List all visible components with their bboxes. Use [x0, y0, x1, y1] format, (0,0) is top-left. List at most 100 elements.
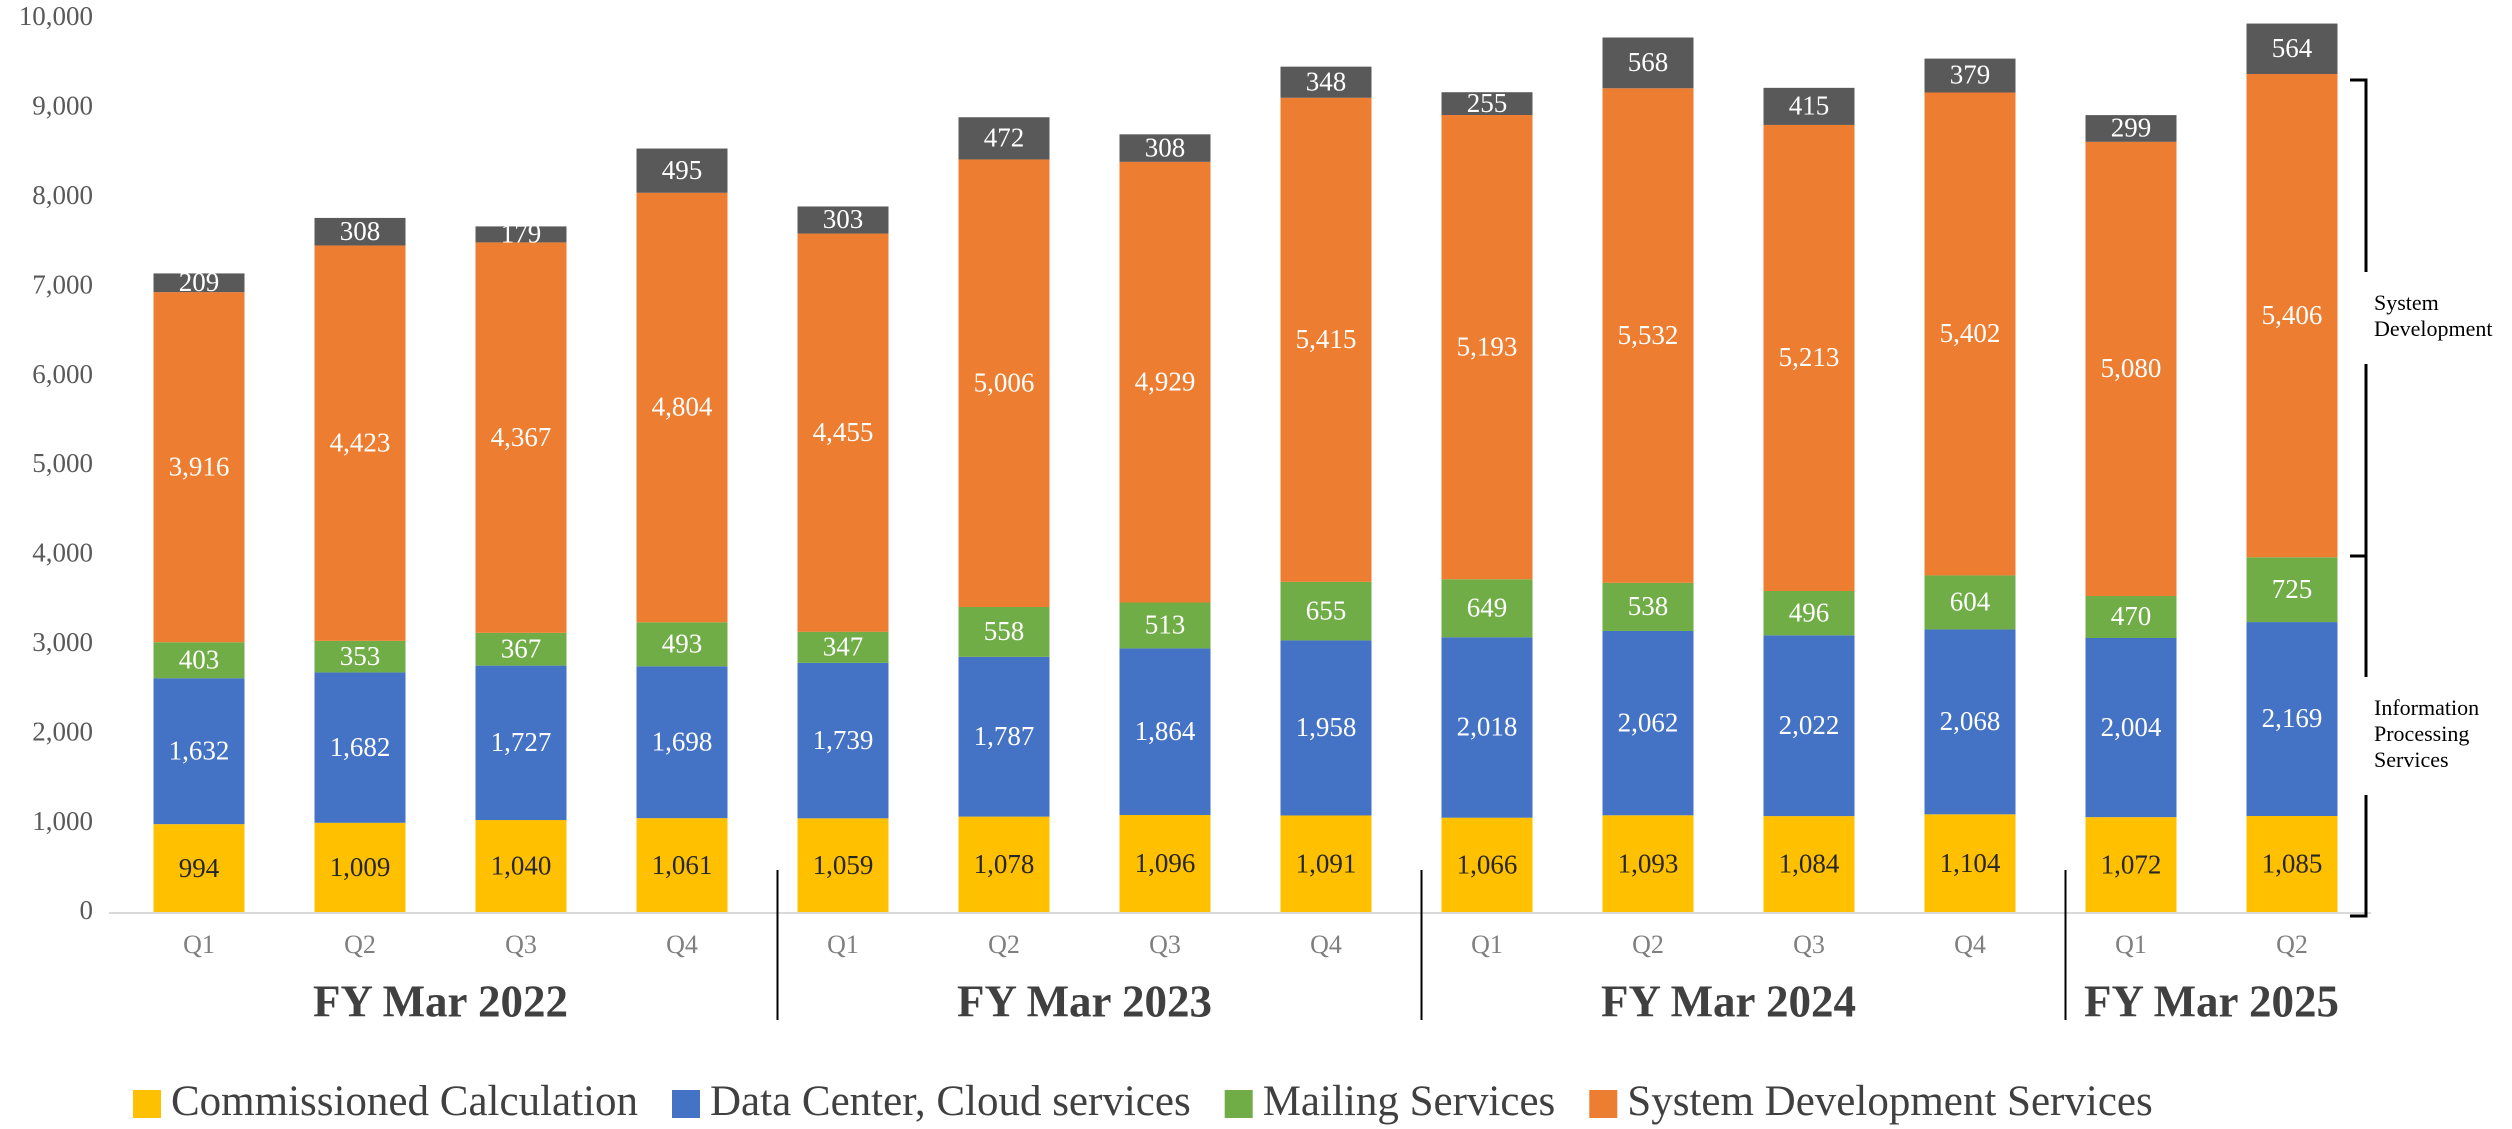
data-label: 1,085 — [2262, 849, 2323, 879]
data-label: 1,061 — [652, 850, 713, 880]
data-label: 2,169 — [2262, 703, 2323, 733]
x-tick-label: Q1 — [183, 930, 215, 959]
bar-segment — [475, 226, 567, 243]
bar-segment — [314, 822, 406, 913]
data-label: 1,040 — [491, 851, 552, 881]
bar-segment — [636, 818, 728, 913]
legend-marker — [1589, 1090, 1618, 1118]
x-tick-label: Q1 — [2115, 930, 2147, 959]
data-label: 5,006 — [974, 367, 1035, 397]
data-label: 403 — [179, 644, 220, 674]
bar-segment — [475, 242, 567, 633]
bar-segment — [797, 818, 889, 913]
data-label: 353 — [340, 641, 381, 671]
bar-segment — [2246, 23, 2338, 74]
x-tick-label: Q1 — [827, 930, 859, 959]
data-label: 308 — [1145, 132, 1186, 162]
x-tick-label: Q2 — [988, 930, 1020, 959]
y-tick-label: 2,000 — [32, 716, 93, 746]
bar-segment — [1280, 581, 1372, 641]
bar-segment — [1763, 590, 1855, 636]
bar-segment — [1602, 37, 1694, 89]
bar-segment — [1924, 575, 2016, 630]
data-label: 558 — [984, 616, 1025, 646]
bar-segment — [958, 606, 1050, 657]
bar-segment — [314, 640, 406, 673]
annotation: Development — [2374, 316, 2493, 341]
x-tick-label: Q2 — [1632, 930, 1664, 959]
bar-segment — [475, 820, 567, 913]
annotation: System — [2374, 290, 2439, 315]
bar-segment — [153, 642, 245, 679]
group-label: FY Mar 2025 — [2084, 976, 2339, 1026]
bar-segment — [1119, 134, 1211, 162]
bracket — [2350, 78, 2368, 558]
data-label: 2,004 — [2101, 712, 2162, 742]
bar-segment — [1441, 579, 1533, 638]
data-label: 299 — [2111, 113, 2152, 143]
bar-segment — [958, 117, 1050, 160]
data-label: 1,078 — [974, 849, 1035, 879]
bar-segment — [1602, 630, 1694, 816]
data-label: 495 — [662, 155, 703, 185]
bar-segment — [1763, 124, 1855, 591]
data-label: 568 — [1628, 47, 1669, 77]
bar-segment — [2085, 638, 2177, 818]
data-label: 538 — [1628, 591, 1669, 621]
legend-label: Mailing Services — [1263, 1078, 1556, 1125]
x-tick-label: Q2 — [2276, 930, 2308, 959]
bar-segment — [1280, 640, 1372, 816]
bar-segment — [1441, 637, 1533, 818]
data-label: 1,632 — [169, 735, 230, 765]
bar-segment — [2085, 817, 2177, 913]
data-label: 1,864 — [1135, 716, 1196, 746]
legend-marker — [1224, 1090, 1253, 1118]
data-label: 725 — [2272, 574, 2313, 604]
data-label: 308 — [340, 216, 381, 246]
x-tick-label: Q1 — [1471, 930, 1503, 959]
bar-segment — [1763, 816, 1855, 913]
legend-label: Data Center, Cloud services — [710, 1078, 1191, 1125]
bar-segment — [1602, 88, 1694, 583]
data-label: 1,059 — [813, 850, 874, 880]
x-tick-label: Q4 — [666, 930, 698, 959]
bar-segment — [797, 631, 889, 663]
data-label: 493 — [662, 629, 703, 659]
legend-marker — [133, 1090, 161, 1118]
data-label: 496 — [1789, 597, 1830, 627]
bar-segment — [153, 824, 245, 913]
data-label: 994 — [179, 853, 220, 883]
bar-segment — [636, 666, 728, 819]
data-label: 4,367 — [491, 422, 552, 452]
data-label: 1,072 — [2101, 849, 2162, 879]
data-label: 415 — [1789, 91, 1830, 121]
bar-segment — [958, 816, 1050, 913]
data-label: 4,804 — [652, 392, 713, 422]
bar-segment — [314, 245, 406, 641]
data-label: 4,929 — [1135, 366, 1196, 396]
y-tick-label: 8,000 — [32, 180, 93, 210]
data-label: 5,415 — [1296, 324, 1357, 354]
bar-segment — [958, 159, 1050, 607]
data-label: 255 — [1467, 88, 1508, 118]
data-label: 5,532 — [1618, 320, 1679, 350]
bar-segment — [2085, 595, 2177, 639]
data-label: 1,698 — [652, 726, 713, 756]
group-label: FY Mar 2023 — [957, 976, 1212, 1026]
bar-segment — [1280, 815, 1372, 913]
annotation: Information — [2374, 695, 2479, 720]
data-label: 1,096 — [1135, 848, 1196, 878]
y-tick-label: 5,000 — [32, 448, 93, 478]
x-tick-label: Q4 — [1310, 930, 1342, 959]
bar-segment — [1763, 635, 1855, 817]
bar-segment — [2246, 73, 2338, 558]
y-tick-label: 3,000 — [32, 627, 93, 657]
bar-segment — [1924, 92, 2016, 576]
bar-segment — [1924, 814, 2016, 913]
data-label: 5,213 — [1779, 342, 1840, 372]
data-label: 1,104 — [1940, 848, 2001, 878]
bar-segment — [314, 217, 406, 246]
data-label: 2,062 — [1618, 707, 1679, 737]
data-label: 303 — [823, 204, 864, 234]
